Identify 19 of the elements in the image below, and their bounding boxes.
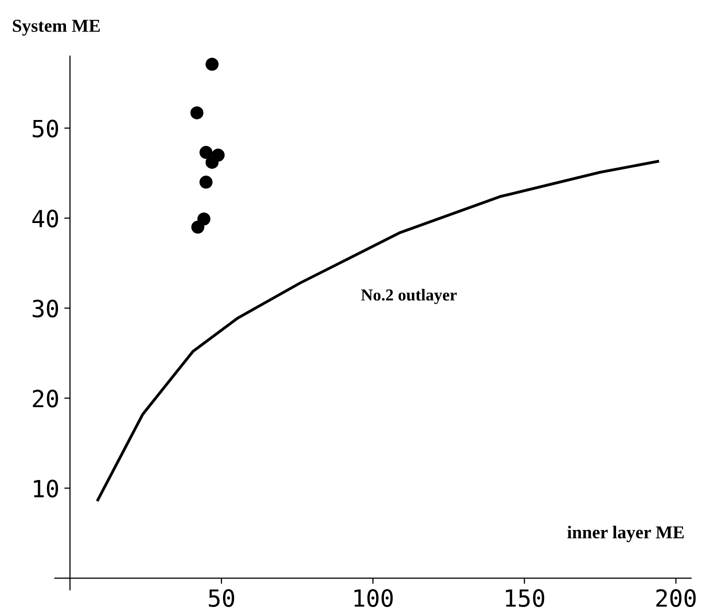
annotation: No.2 outlayer (361, 288, 457, 304)
point (200, 176, 213, 189)
y-tick-label: 40 (32, 210, 58, 228)
point (206, 58, 219, 71)
y-tick-label: 30 (32, 300, 58, 318)
x-tick-label: 50 (208, 589, 234, 607)
point (206, 156, 219, 169)
line-series (96, 160, 660, 502)
x-tick-label: 150 (506, 589, 544, 607)
y-tick-label: 50 (32, 120, 58, 138)
point (191, 220, 204, 234)
y-tick-label: 20 (32, 390, 58, 408)
x-tick-label: 100 (354, 589, 393, 607)
y-axis-title: System ME (12, 20, 100, 36)
y-tick-label: 10 (34, 480, 58, 498)
x-tick-label: 200 (656, 589, 696, 607)
point (200, 146, 213, 159)
point (190, 106, 204, 120)
x-axis-title: inner layer ME (567, 526, 684, 542)
